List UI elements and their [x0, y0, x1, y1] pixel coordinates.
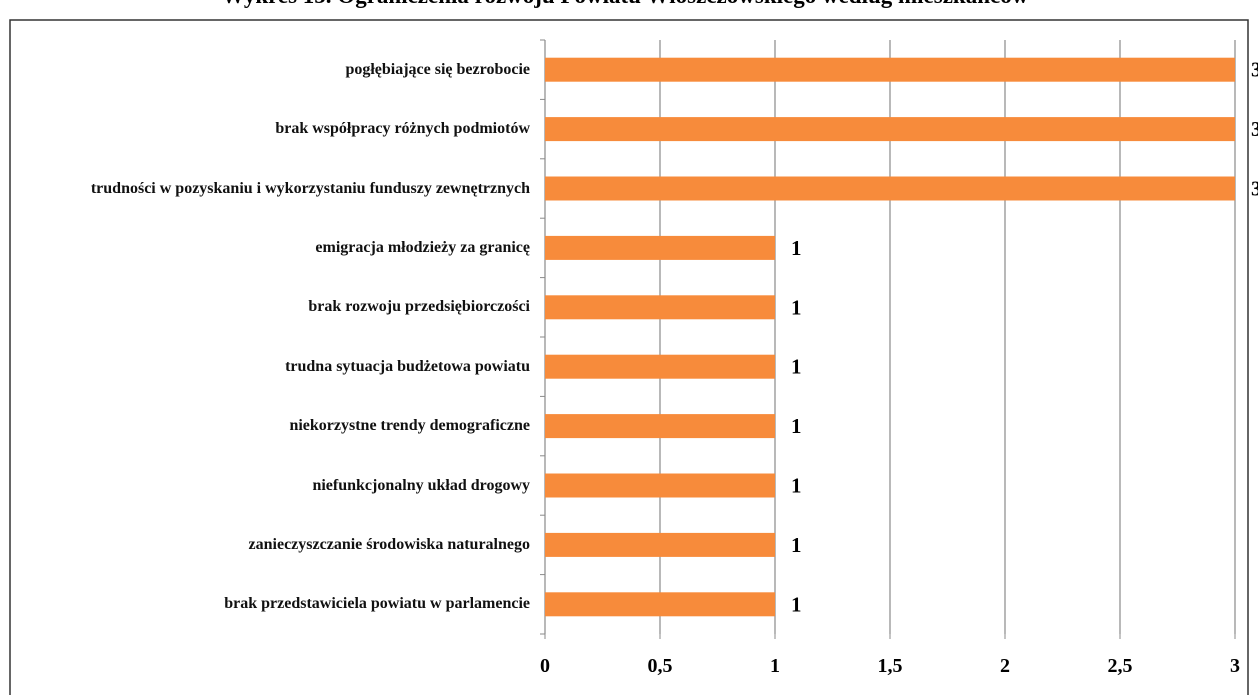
bar [545, 117, 1235, 142]
y-tick-label: trudna sytuacja budżetowa powiatu [285, 357, 530, 375]
bar [545, 57, 1235, 82]
bar [545, 532, 775, 557]
data-label: 1 [791, 355, 802, 379]
x-tick-label: 1 [770, 655, 780, 677]
bar [545, 235, 775, 260]
y-tick-label: niefunkcjonalny układ drogowy [312, 476, 530, 494]
data-label: 1 [791, 414, 802, 438]
chart-title: Wykres 15. Ograniczenia rozwoju Powiatu … [222, 0, 1029, 8]
x-tick-label: 2,5 [1108, 655, 1133, 677]
data-label: 1 [791, 533, 802, 557]
data-label: 1 [791, 474, 802, 498]
data-label: 3 [1251, 58, 1258, 82]
y-tick-label: zanieczyszczanie środowiska naturalnego [248, 535, 530, 553]
y-tick-label: brak rozwoju przedsiębiorczości [308, 298, 530, 316]
data-label: 1 [791, 295, 802, 319]
x-tick-label: 2 [1000, 655, 1010, 677]
bar [545, 176, 1235, 201]
data-label: 3 [1251, 177, 1258, 201]
y-tick-label: trudności w pozyskaniu i wykorzystaniu f… [90, 179, 530, 197]
chart-border [9, 19, 1249, 695]
y-tick-label: brak współpracy różnych podmiotów [275, 120, 530, 138]
y-tick-label: niekorzystne trendy demograficzne [289, 417, 530, 435]
x-tick-label: 1,5 [878, 655, 903, 677]
y-tick-label: emigracja młodzieży za granicę [315, 238, 530, 256]
bar [545, 414, 775, 439]
y-tick-label: brak przedstawiciela powiatu w parlamenc… [224, 595, 530, 613]
bar [545, 473, 775, 498]
bar [545, 592, 775, 617]
data-label: 1 [791, 592, 802, 616]
data-label: 1 [791, 236, 802, 260]
bar [545, 295, 775, 320]
y-tick-label: pogłębiające się bezrobocie [345, 60, 530, 78]
x-tick-label: 0 [540, 655, 550, 677]
bar [545, 354, 775, 379]
data-label: 3 [1251, 117, 1258, 141]
x-tick-label: 3 [1230, 655, 1240, 677]
x-tick-label: 0,5 [648, 655, 673, 677]
